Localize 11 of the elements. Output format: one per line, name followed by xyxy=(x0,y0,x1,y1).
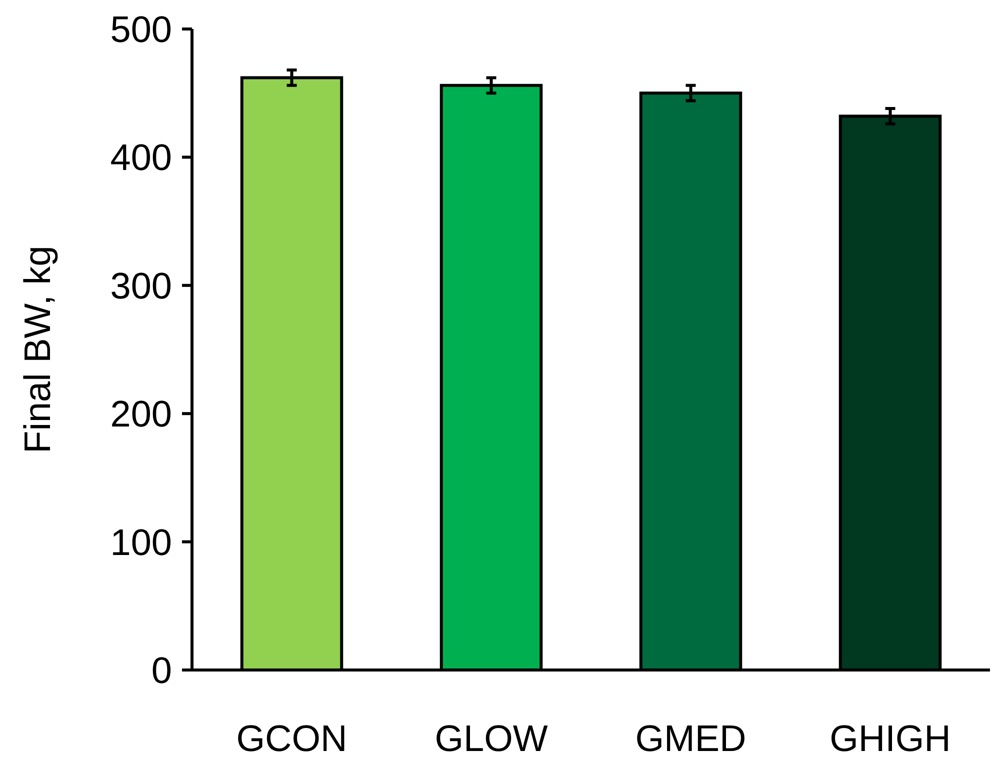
y-tick-label: 200 xyxy=(110,394,172,435)
x-tick-label: GLOW xyxy=(434,718,548,759)
y-tick-label: 300 xyxy=(110,265,172,306)
x-tick-label: GHIGH xyxy=(830,718,951,759)
y-tick-label: 100 xyxy=(110,522,172,563)
y-tick-label: 400 xyxy=(110,137,172,178)
x-tick-label: GMED xyxy=(635,718,746,759)
y-tick-label: 0 xyxy=(151,650,172,691)
x-tick-label: GCON xyxy=(236,718,348,759)
y-axis-title: Final BW, kg xyxy=(17,246,58,454)
y-tick-label: 500 xyxy=(110,8,172,50)
